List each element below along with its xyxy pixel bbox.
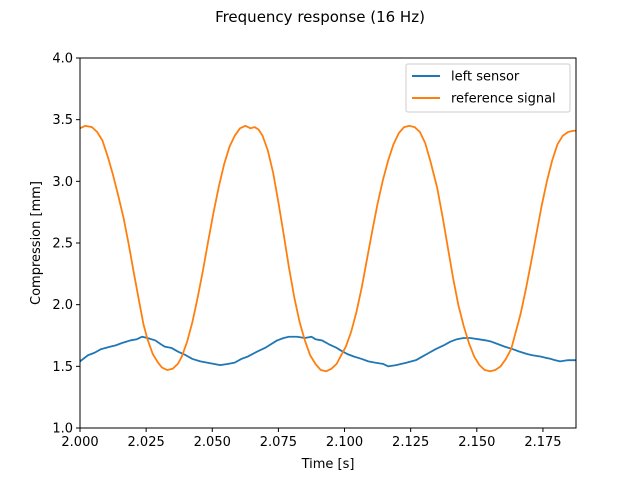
x-axis-ticks: 2.000 2.025 2.050 2.075 2.100 2.125 2.150 2.175: [61, 428, 562, 450]
x-tick-label: 2.075: [260, 435, 297, 450]
y-tick-label: 2.5: [52, 237, 73, 252]
x-axis-label: Time [s]: [301, 457, 355, 472]
y-axis-ticks: 1.0 1.5 2.0 2.5 3.0 3.5 4.0: [52, 52, 80, 437]
x-tick-label: 2.000: [61, 435, 98, 450]
legend: left sensor reference signal: [405, 63, 571, 113]
x-tick-label: 2.125: [392, 435, 429, 450]
series-line-reference-signal: [80, 124, 576, 373]
x-tick-label: 2.150: [458, 435, 495, 450]
x-tick-label: 2.050: [194, 435, 231, 450]
y-tick-label: 2.0: [52, 298, 73, 313]
x-tick-label: 2.025: [128, 435, 165, 450]
plot-frame: [79, 57, 577, 429]
x-tick-label: 2.100: [326, 435, 363, 450]
plot-area: 2.000 2.025 2.050 2.075 2.100 2.125 2.150 2.175…: [52, 52, 577, 450]
x-tick-label: 2.175: [524, 435, 561, 450]
legend-label-left-sensor: left sensor: [451, 70, 520, 85]
y-tick-label: 3.5: [52, 113, 73, 128]
chart-title: Frequency response (16 Hz): [215, 8, 425, 26]
legend-box: [405, 63, 571, 113]
y-axis-label: Compression [mm]: [29, 181, 44, 305]
y-tick-label: 4.0: [52, 52, 73, 67]
y-tick-label: 3.0: [52, 175, 73, 190]
y-tick-label: 1.5: [52, 360, 73, 375]
series-layer: [80, 124, 576, 373]
plot-background: [80, 58, 576, 428]
y-tick-label: 1.0: [52, 422, 73, 437]
legend-label-reference-signal: reference signal: [451, 92, 556, 107]
series-line-left-sensor: [80, 335, 576, 368]
